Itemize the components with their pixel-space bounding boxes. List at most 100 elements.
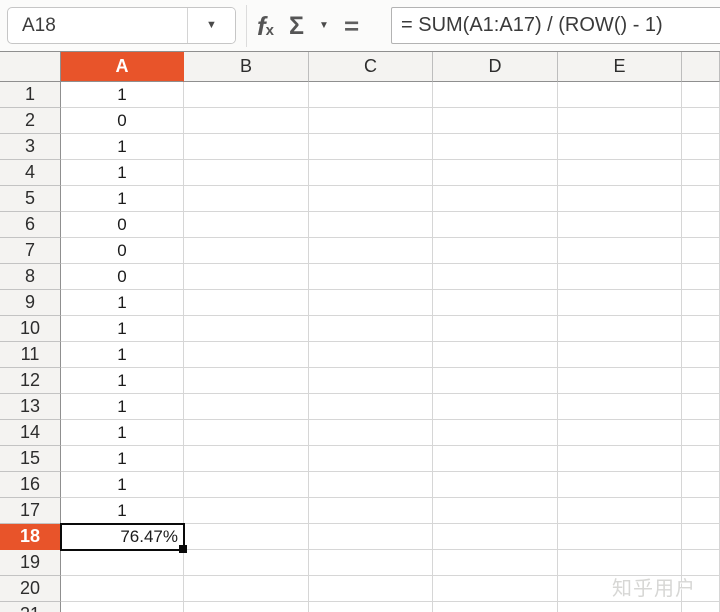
function-wizard-button[interactable]: f x: [257, 11, 275, 41]
cell-B1[interactable]: [184, 82, 309, 108]
cell-D17[interactable]: [433, 498, 558, 524]
formula-button[interactable]: =: [344, 13, 359, 39]
row-header-15[interactable]: 15: [0, 446, 61, 472]
cell-A17[interactable]: 1: [61, 498, 184, 524]
cell-E1[interactable]: [558, 82, 682, 108]
row-header-10[interactable]: 10: [0, 316, 61, 342]
cell-A15[interactable]: 1: [61, 446, 184, 472]
cell-B20[interactable]: [184, 576, 309, 602]
cell-E10[interactable]: [558, 316, 682, 342]
cell-E18[interactable]: [558, 524, 682, 550]
cell-partial8[interactable]: [682, 264, 720, 290]
cell-B17[interactable]: [184, 498, 309, 524]
cell-D14[interactable]: [433, 420, 558, 446]
row-header-1[interactable]: 1: [0, 82, 61, 108]
cell-E21[interactable]: [558, 602, 682, 612]
cell-E11[interactable]: [558, 342, 682, 368]
row-header-16[interactable]: 16: [0, 472, 61, 498]
cell-A1[interactable]: 1: [61, 82, 184, 108]
cell-C8[interactable]: [309, 264, 433, 290]
cell-E8[interactable]: [558, 264, 682, 290]
row-header-11[interactable]: 11: [0, 342, 61, 368]
cell-B15[interactable]: [184, 446, 309, 472]
cell-B14[interactable]: [184, 420, 309, 446]
cell-B16[interactable]: [184, 472, 309, 498]
cell-C15[interactable]: [309, 446, 433, 472]
row-header-8[interactable]: 8: [0, 264, 61, 290]
cell-D16[interactable]: [433, 472, 558, 498]
cell-C14[interactable]: [309, 420, 433, 446]
cell-E7[interactable]: [558, 238, 682, 264]
row-header-2[interactable]: 2: [0, 108, 61, 134]
cell-partial2[interactable]: [682, 108, 720, 134]
cell-E12[interactable]: [558, 368, 682, 394]
cell-D15[interactable]: [433, 446, 558, 472]
column-header-partial[interactable]: [682, 52, 720, 82]
cell-B3[interactable]: [184, 134, 309, 160]
cell-partial3[interactable]: [682, 134, 720, 160]
cell-D6[interactable]: [433, 212, 558, 238]
cell-A6[interactable]: 0: [61, 212, 184, 238]
cell-A14[interactable]: 1: [61, 420, 184, 446]
cell-partial6[interactable]: [682, 212, 720, 238]
cell-D20[interactable]: [433, 576, 558, 602]
cell-partial13[interactable]: [682, 394, 720, 420]
cell-partial5[interactable]: [682, 186, 720, 212]
cell-C6[interactable]: [309, 212, 433, 238]
cell-C7[interactable]: [309, 238, 433, 264]
name-box[interactable]: A18 ▼: [7, 7, 236, 44]
cell-partial12[interactable]: [682, 368, 720, 394]
cell-partial14[interactable]: [682, 420, 720, 446]
row-header-5[interactable]: 5: [0, 186, 61, 212]
cell-D18[interactable]: [433, 524, 558, 550]
cell-D21[interactable]: [433, 602, 558, 612]
cell-B6[interactable]: [184, 212, 309, 238]
sum-dropdown-button[interactable]: ▼: [319, 21, 329, 31]
cell-A13[interactable]: 1: [61, 394, 184, 420]
cell-partial15[interactable]: [682, 446, 720, 472]
cell-partial1[interactable]: [682, 82, 720, 108]
cell-D8[interactable]: [433, 264, 558, 290]
row-header-14[interactable]: 14: [0, 420, 61, 446]
row-header-20[interactable]: 20: [0, 576, 61, 602]
cell-B19[interactable]: [184, 550, 309, 576]
cell-E17[interactable]: [558, 498, 682, 524]
cell-E4[interactable]: [558, 160, 682, 186]
cell-D7[interactable]: [433, 238, 558, 264]
row-header-6[interactable]: 6: [0, 212, 61, 238]
cell-A7[interactable]: 0: [61, 238, 184, 264]
cell-C12[interactable]: [309, 368, 433, 394]
cell-partial4[interactable]: [682, 160, 720, 186]
cell-C1[interactable]: [309, 82, 433, 108]
cell-D2[interactable]: [433, 108, 558, 134]
cell-C19[interactable]: [309, 550, 433, 576]
cell-A11[interactable]: 1: [61, 342, 184, 368]
cell-B4[interactable]: [184, 160, 309, 186]
column-header-B[interactable]: B: [184, 52, 309, 82]
cell-A21[interactable]: [61, 602, 184, 612]
cell-A10[interactable]: 1: [61, 316, 184, 342]
row-header-7[interactable]: 7: [0, 238, 61, 264]
row-header-21[interactable]: 21: [0, 602, 61, 612]
cell-E19[interactable]: [558, 550, 682, 576]
cell-E16[interactable]: [558, 472, 682, 498]
cell-A3[interactable]: 1: [61, 134, 184, 160]
cell-B12[interactable]: [184, 368, 309, 394]
sum-button[interactable]: Σ: [289, 13, 304, 39]
row-header-19[interactable]: 19: [0, 550, 61, 576]
cell-A4[interactable]: 1: [61, 160, 184, 186]
cell-E15[interactable]: [558, 446, 682, 472]
cell-B11[interactable]: [184, 342, 309, 368]
cell-D19[interactable]: [433, 550, 558, 576]
cell-C5[interactable]: [309, 186, 433, 212]
cell-A18[interactable]: 76.47%: [60, 523, 187, 553]
cell-D4[interactable]: [433, 160, 558, 186]
formula-input[interactable]: = SUM(A1:A17) / (ROW() - 1): [391, 7, 720, 44]
cell-C18[interactable]: [309, 524, 433, 550]
cell-E2[interactable]: [558, 108, 682, 134]
cell-C11[interactable]: [309, 342, 433, 368]
cell-C3[interactable]: [309, 134, 433, 160]
cell-B13[interactable]: [184, 394, 309, 420]
column-header-A[interactable]: A: [61, 52, 184, 82]
fill-handle[interactable]: [179, 545, 187, 553]
